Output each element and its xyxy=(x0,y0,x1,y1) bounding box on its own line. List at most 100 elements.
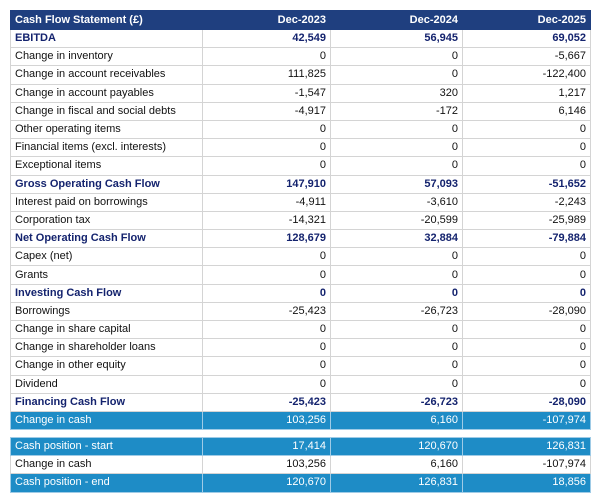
value-cell: 126,831 xyxy=(330,473,463,493)
value-cell: -1,547 xyxy=(202,83,331,103)
value-cell: -5,667 xyxy=(462,47,591,67)
label-cell: Change in inventory xyxy=(10,47,203,67)
value-cell: 0 xyxy=(330,265,463,285)
value-cell: 0 xyxy=(330,374,463,394)
value-cell: -26,723 xyxy=(330,301,463,322)
value-cell: 0 xyxy=(330,156,463,176)
table-row: Other operating items 0 0 0 xyxy=(10,119,591,140)
value-cell: 0 xyxy=(202,374,331,394)
value-cell: 0 xyxy=(202,47,331,67)
label-cell: Change in cash xyxy=(10,455,203,475)
table-row: Change in cash 103,256 6,160 -107,974 xyxy=(10,410,591,431)
table-row: Interest paid on borrowings -4,911 -3,610-… xyxy=(10,192,591,212)
value-cell: 6,160 xyxy=(330,455,463,475)
table-row: Net Operating Cash Flow 128,679 32,884 -79,… xyxy=(10,229,591,249)
label-cell: Grants xyxy=(10,265,203,285)
value-cell: -3,610 xyxy=(330,192,463,212)
value-cell: -25,423 xyxy=(202,392,331,412)
table-row: Change in inventory 0 0 -5,667 xyxy=(10,47,591,67)
table-row: Investing Cash Flow 0 0 0 xyxy=(10,283,591,303)
value-cell: 111,825 xyxy=(202,65,331,85)
value-cell: 0 xyxy=(202,283,331,303)
table-row: Cash position - start 17,414 120,670 126,83… xyxy=(10,436,591,457)
value-cell: 69,052 xyxy=(462,28,591,49)
value-cell: 0 xyxy=(462,265,591,285)
value-cell: -122,400 xyxy=(462,65,591,85)
value-cell: -107,974 xyxy=(462,410,591,431)
table-row: Change in fiscal and social debts -4,917-… xyxy=(10,101,591,121)
value-cell: 6,160 xyxy=(330,410,463,431)
value-cell: 18,856 xyxy=(462,473,591,493)
value-cell: 0 xyxy=(462,356,591,376)
value-cell: 147,910 xyxy=(202,174,331,194)
table-row: Exceptional items 0 0 0 xyxy=(10,156,591,176)
value-cell: 0 xyxy=(330,356,463,376)
value-cell: 103,256 xyxy=(202,455,331,475)
label-cell: Financing Cash Flow xyxy=(10,392,203,412)
value-cell: 320 xyxy=(330,83,463,103)
value-cell: -20,599 xyxy=(330,210,463,231)
value-cell: 0 xyxy=(462,138,591,158)
value-cell: 0 xyxy=(462,156,591,176)
value-cell: 126,831 xyxy=(462,436,591,457)
table-row: Borrowings -25,423 -26,723 -28,090 xyxy=(10,301,591,322)
value-cell: 0 xyxy=(330,47,463,67)
value-cell: 57,093 xyxy=(330,174,463,194)
value-cell: -25,989 xyxy=(462,210,591,231)
value-cell: 0 xyxy=(462,338,591,358)
label-cell: Cash position - end xyxy=(10,473,203,493)
value-cell: Dec-2025 xyxy=(462,10,591,30)
value-cell: 0 xyxy=(330,338,463,358)
label-cell: Change in share capital xyxy=(10,319,203,340)
value-cell: -172 xyxy=(330,101,463,121)
value-cell: 0 xyxy=(202,119,331,140)
table-row: Gross Operating Cash Flow 147,910 57,093 -5… xyxy=(10,174,591,194)
label-cell: Financial items (excl. interests) xyxy=(10,138,203,158)
label-cell: Investing Cash Flow xyxy=(10,283,203,303)
value-cell: 0 xyxy=(202,338,331,358)
table-row: Cash Flow Statement (£) Dec-2023 Dec-2024 D… xyxy=(10,10,591,30)
value-cell: 0 xyxy=(330,65,463,85)
table-row: Dividend 0 0 0 xyxy=(10,374,591,394)
value-cell: 1,217 xyxy=(462,83,591,103)
value-cell: -51,652 xyxy=(462,174,591,194)
label-cell: Change in other equity xyxy=(10,356,203,376)
label-cell: Dividend xyxy=(10,374,203,394)
table-row: Capex (net) 0 0 0 xyxy=(10,247,591,267)
value-cell: 120,670 xyxy=(330,436,463,457)
value-cell: -107,974 xyxy=(462,455,591,475)
value-cell: 42,549 xyxy=(202,28,331,49)
table-row: Change in share capital 0 0 0 xyxy=(10,319,591,340)
table-row: EBITDA 42,549 56,945 69,052 xyxy=(10,28,591,49)
table-row: Change in other equity 0 0 0 xyxy=(10,356,591,376)
value-cell: -4,911 xyxy=(202,192,331,212)
label-cell: EBITDA xyxy=(10,28,203,49)
value-cell: 0 xyxy=(462,374,591,394)
table-row: Corporation tax -14,321 -20,599 -25,989 xyxy=(10,210,591,231)
label-cell: Change in cash xyxy=(10,410,203,431)
value-cell: 0 xyxy=(462,247,591,267)
label-cell: Exceptional items xyxy=(10,156,203,176)
label-cell: Cash Flow Statement (£) xyxy=(10,10,203,30)
cash-position-table: Cash position - start 17,414 120,670 126,83… xyxy=(10,436,591,493)
value-cell: 0 xyxy=(330,138,463,158)
label-cell: Net Operating Cash Flow xyxy=(10,229,203,249)
value-cell: -4,917 xyxy=(202,101,331,121)
label-cell: Corporation tax xyxy=(10,210,203,231)
cash-flow-table: Cash Flow Statement (£) Dec-2023 Dec-2024 D… xyxy=(10,10,591,431)
value-cell: Dec-2023 xyxy=(202,10,331,30)
table-row: Change in shareholder loans 0 0 0 xyxy=(10,338,591,358)
value-cell: 103,256 xyxy=(202,410,331,431)
value-cell: -25,423 xyxy=(202,301,331,322)
label-cell: Change in account payables xyxy=(10,83,203,103)
value-cell: -79,884 xyxy=(462,229,591,249)
value-cell: 128,679 xyxy=(202,229,331,249)
value-cell: 120,670 xyxy=(202,473,331,493)
value-cell: 0 xyxy=(330,283,463,303)
value-cell: -28,090 xyxy=(462,392,591,412)
label-cell: Gross Operating Cash Flow xyxy=(10,174,203,194)
value-cell: 32,884 xyxy=(330,229,463,249)
value-cell: -28,090 xyxy=(462,301,591,322)
value-cell: 56,945 xyxy=(330,28,463,49)
value-cell: 0 xyxy=(202,138,331,158)
